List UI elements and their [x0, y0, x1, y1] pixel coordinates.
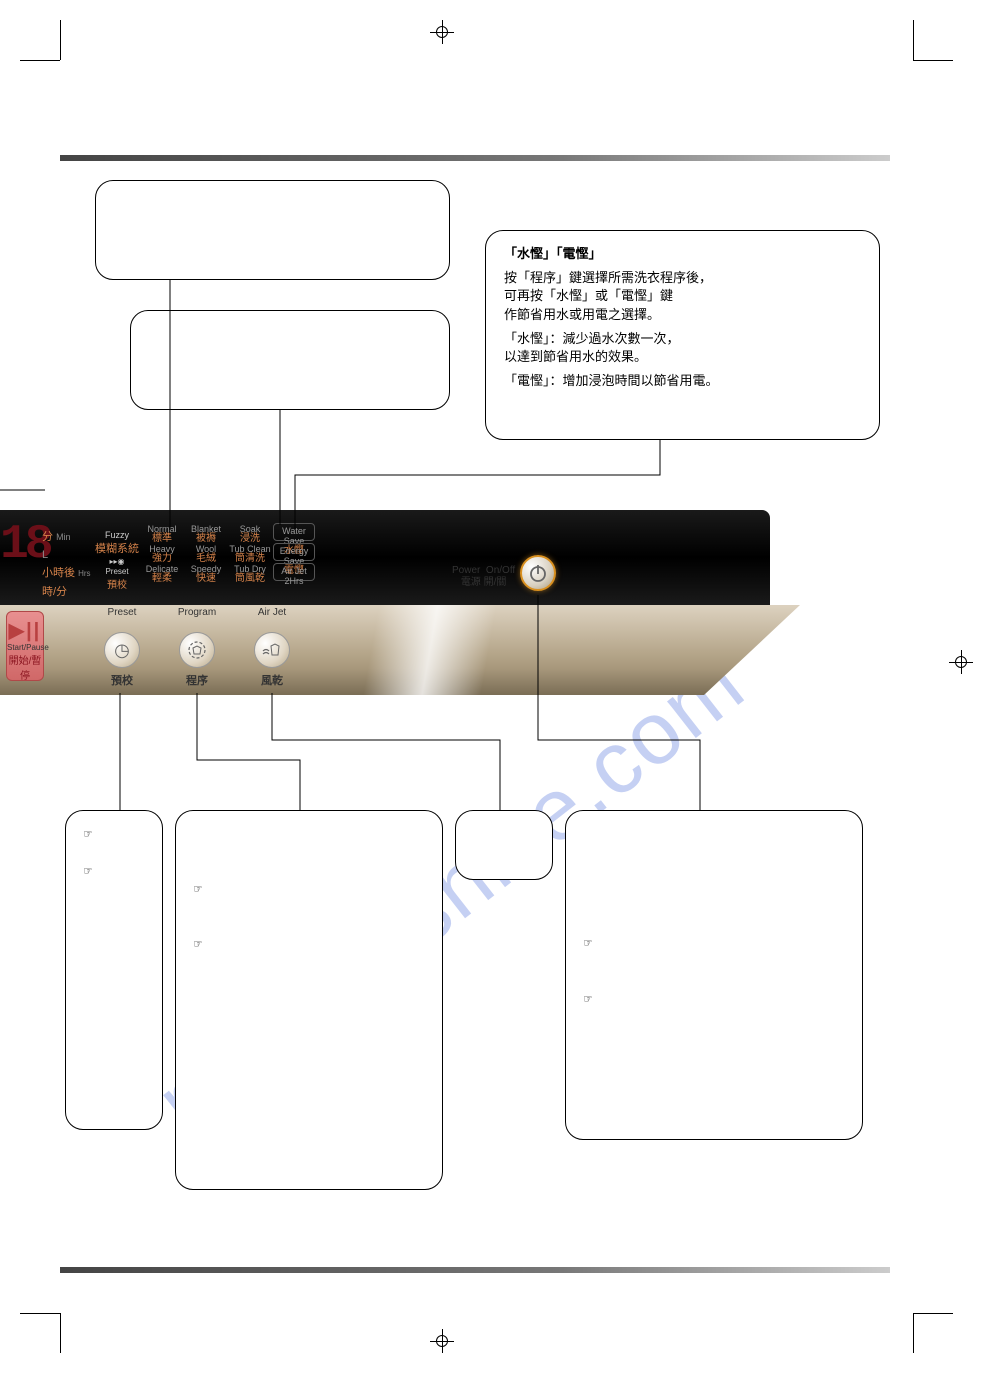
shirt-cycle-icon	[186, 639, 208, 661]
preset-button[interactable]: Preset ◷ 預校	[100, 619, 144, 688]
led-digits: 18	[0, 525, 48, 565]
pointer-icon: ☞	[84, 827, 92, 842]
led-unit-labels: 分 Min L 小時後 Hrs 時/分	[42, 528, 91, 601]
airjet-button[interactable]: Air Jet 風乾	[250, 619, 294, 688]
crop-mark-br	[913, 1313, 953, 1353]
callout-programs	[130, 310, 450, 410]
crop-mark-tr	[913, 20, 953, 60]
registration-mark-top	[430, 20, 454, 44]
callout-line: 作節省用水或用電之選擇。	[504, 306, 861, 324]
callout-line: 按「程序」鍵選擇所需洗衣程序後，	[504, 269, 861, 287]
callout-power: ☞ ☞	[565, 810, 863, 1140]
crop-mark-tl	[20, 20, 60, 60]
callout-line: 「水慳」：減少過水次數一次，	[504, 330, 861, 348]
pointer-icon: ☞	[84, 864, 92, 879]
power-icon	[528, 563, 548, 583]
callout-fuzzy	[95, 180, 450, 280]
registration-mark-right	[949, 650, 973, 674]
pointer-icon: ☞	[584, 936, 592, 951]
footer-rule	[60, 1267, 890, 1273]
callout-line: 可再按「水慳」或「電慳」鍵	[504, 287, 861, 305]
panel-lower-gold: ▶|| Start/Pause 開始/暫停 Preset ◷ 預校 Progra…	[0, 605, 800, 695]
fuzzy-indicator: Fuzzy 模糊系統 ▸▸◉ Preset 預校	[95, 530, 139, 591]
panel-upper-dark: 18 分 Min L 小時後 Hrs 時/分 Fuzzy 模糊系統 ▸▸◉ Pr…	[0, 510, 770, 605]
crop-mark-bl	[20, 1313, 60, 1353]
callout-title: 「水慳」「電慳」	[504, 245, 861, 263]
registration-mark-bottom	[430, 1329, 454, 1353]
callout-program-button: ☞ ☞	[175, 810, 443, 1190]
program-indicator-grid: Normal標準 Blanket被褥 Soak浸洗 Water Save水慳 H…	[140, 522, 316, 602]
airjet-icon	[261, 639, 283, 661]
led-display: 18	[0, 525, 48, 600]
callout-airjet	[455, 810, 553, 880]
header-rule	[60, 155, 890, 161]
pointer-icon: ☞	[194, 937, 202, 952]
control-panel: 18 分 Min L 小時後 Hrs 時/分 Fuzzy 模糊系統 ▸▸◉ Pr…	[0, 510, 820, 695]
callout-line: 以達到節省用水的效果。	[504, 348, 861, 366]
callout-save-modes: 「水慳」「電慳」 按「程序」鍵選擇所需洗衣程序後， 可再按「水慳」或「電慳」鍵 …	[485, 230, 880, 440]
program-button[interactable]: Program 程序	[175, 619, 219, 688]
pointer-icon: ☞	[584, 992, 592, 1007]
callout-line: 「電慳」：增加浸泡時間以節省用電。	[504, 372, 861, 390]
power-label: Power On/Off 電源 開/關	[452, 565, 515, 589]
clock-icon: ◷	[114, 640, 130, 661]
start-pause-button[interactable]: ▶|| Start/Pause 開始/暫停	[6, 611, 44, 681]
power-button[interactable]	[520, 555, 556, 591]
pointer-icon: ☞	[194, 882, 202, 897]
callout-preset: ☞ ☞	[65, 810, 163, 1130]
